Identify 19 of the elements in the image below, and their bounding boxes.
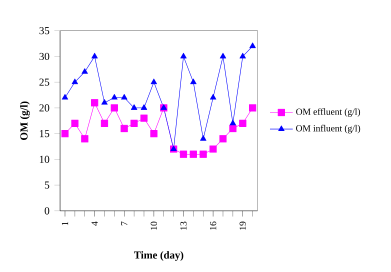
y-axis-title: OM (g/l): [20, 101, 30, 140]
y-tick-label: 15: [40, 130, 50, 138]
x-tick-label: 19: [240, 222, 246, 230]
y-tick-label: 25: [39, 78, 50, 86]
legend-label: OM influent (g/l): [296, 124, 360, 134]
y-tick-label: 35: [39, 26, 50, 34]
x-tick-label: 16: [210, 221, 216, 230]
y-tick-label: 5: [44, 181, 50, 189]
y-tick-label: 10: [40, 156, 50, 163]
y-tick-label: 0: [44, 207, 50, 214]
y-tick-label: 20: [39, 104, 50, 112]
x-tick-label: 7: [121, 221, 128, 226]
legend-label: OM effluent (g/l): [296, 108, 360, 117]
x-tick-label: 1: [62, 222, 68, 225]
x-tick-label: 10: [150, 221, 158, 230]
x-axis-title: Time (day): [134, 251, 184, 261]
x-tick-label: 13: [180, 221, 187, 230]
x-tick-label: 4: [92, 221, 98, 226]
y-tick-label: 30: [39, 52, 50, 60]
